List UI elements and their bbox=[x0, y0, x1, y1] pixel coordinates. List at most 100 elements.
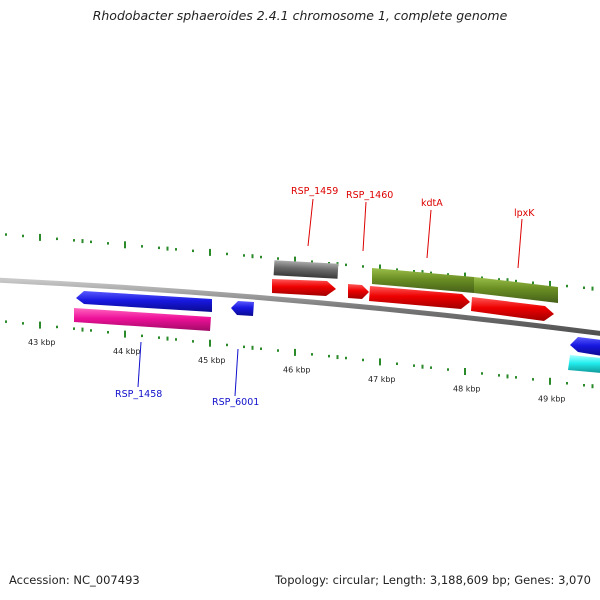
upper-tick-mark bbox=[566, 284, 568, 288]
label-rsp-6001[interactable]: RSP_6001 bbox=[212, 397, 259, 408]
leader-lpxk bbox=[517, 218, 523, 269]
upper-tick-mark bbox=[430, 271, 432, 275]
lower-tick-mark bbox=[430, 366, 432, 369]
upper-tick-mark bbox=[447, 273, 449, 276]
lower-tick-mark bbox=[260, 347, 262, 350]
upper-tick-mark bbox=[175, 248, 177, 251]
kbp-tick-label: 48 kbp bbox=[453, 385, 481, 394]
lower-tick-mark bbox=[532, 378, 534, 381]
lower-tick-mark bbox=[311, 353, 313, 356]
gene-edge-blue-arrow[interactable] bbox=[570, 337, 600, 356]
upper-tick-mark bbox=[396, 268, 398, 271]
lower-tick-mark bbox=[90, 329, 92, 332]
upper-tick-mark bbox=[243, 254, 245, 257]
lower-tick-mark bbox=[413, 364, 415, 367]
leader-rsp-1460 bbox=[362, 201, 367, 252]
lower-tick-mark bbox=[141, 334, 143, 338]
lower-tick-mark bbox=[158, 336, 160, 339]
upper-tick-mark bbox=[124, 241, 126, 249]
gene-rsp-1460-arrow[interactable] bbox=[348, 284, 369, 299]
gene-rsp-1458-arrow[interactable] bbox=[76, 291, 212, 312]
label-lpxk[interactable]: lpxK bbox=[514, 208, 535, 219]
lower-tick-mark bbox=[73, 327, 75, 330]
lower-tick-mark bbox=[277, 349, 279, 352]
cds-rsp-1459-arrow[interactable] bbox=[272, 279, 336, 296]
upper-tick-mark bbox=[226, 252, 228, 256]
lower-tick-mark bbox=[549, 377, 551, 385]
upper-tick-mark bbox=[209, 248, 211, 256]
lower-tick-mark bbox=[209, 339, 211, 347]
upper-tick-mark bbox=[532, 281, 534, 284]
label-kdta[interactable]: kdtA bbox=[421, 198, 443, 209]
upper-tick-mark bbox=[56, 237, 58, 241]
cds-lpxk-arrow[interactable] bbox=[471, 297, 554, 321]
upper-tick-mark bbox=[158, 246, 160, 250]
label-rsp-1459[interactable]: RSP_1459 bbox=[291, 186, 338, 197]
upper-tick-mark bbox=[166, 246, 169, 251]
upper-tick-mark bbox=[515, 279, 517, 283]
lower-tick-mark bbox=[107, 331, 109, 334]
lower-tick-mark bbox=[447, 368, 449, 371]
upper-tick-mark bbox=[251, 254, 254, 259]
cds-kdta-arrow[interactable] bbox=[369, 286, 470, 309]
kbp-tick-label: 44 kbp bbox=[113, 347, 141, 356]
gene-edge-cyan-bar[interactable] bbox=[568, 355, 600, 373]
upper-tick-mark bbox=[260, 255, 262, 259]
upper-tick-mark bbox=[192, 249, 194, 253]
lower-tick-mark bbox=[166, 336, 169, 341]
lower-tick-mark bbox=[226, 343, 228, 347]
upper-tick-mark bbox=[73, 239, 75, 242]
upper-tick-mark bbox=[39, 233, 41, 241]
lower-tick-mark bbox=[328, 354, 330, 358]
lower-tick-mark bbox=[498, 374, 500, 377]
accession-text: Accession: NC_007493 bbox=[9, 573, 140, 587]
lower-tick-mark bbox=[506, 374, 509, 379]
lower-tick-mark bbox=[56, 325, 58, 329]
cds-rsp-1458-bar[interactable] bbox=[74, 308, 211, 331]
lower-tick-mark bbox=[175, 338, 177, 341]
lower-tick-mark bbox=[251, 345, 254, 350]
lower-tick-mark bbox=[243, 345, 245, 349]
lower-tick-mark bbox=[396, 362, 398, 365]
gene-rsp-1459-bar[interactable] bbox=[273, 260, 339, 279]
lower-tick-mark bbox=[515, 376, 517, 379]
gene-rsp-6001-arrow[interactable] bbox=[231, 301, 254, 316]
upper-tick-mark bbox=[413, 270, 415, 273]
lower-tick-mark bbox=[379, 358, 381, 366]
upper-tick-mark bbox=[481, 276, 483, 279]
lower-tick-mark bbox=[591, 384, 594, 389]
lower-tick-mark bbox=[345, 356, 347, 360]
lower-tick-mark bbox=[583, 384, 585, 387]
upper-tick-mark bbox=[81, 239, 84, 244]
label-rsp-1460[interactable]: RSP_1460 bbox=[346, 190, 393, 201]
upper-tick-mark bbox=[549, 280, 551, 288]
kbp-tick-label: 49 kbp bbox=[538, 394, 566, 403]
genome-summary-text: Topology: circular; Length: 3,188,609 bp… bbox=[275, 573, 591, 587]
upper-tick-mark bbox=[464, 272, 466, 280]
gene-lpxk-bar[interactable] bbox=[474, 277, 558, 303]
kbp-tick-label: 43 kbp bbox=[28, 338, 56, 347]
leader-rsp-1458 bbox=[137, 341, 142, 388]
lower-tick-mark bbox=[22, 322, 24, 325]
kbp-tick-label: 45 kbp bbox=[198, 356, 226, 365]
lower-tick-mark bbox=[192, 340, 194, 343]
upper-tick-track bbox=[5, 233, 594, 291]
upper-tick-mark bbox=[328, 262, 330, 265]
lower-tick-mark bbox=[81, 327, 84, 332]
upper-tick-mark bbox=[591, 286, 594, 291]
upper-tick-mark bbox=[22, 234, 24, 238]
kbp-tick-label: 47 kbp bbox=[368, 375, 396, 384]
upper-tick-mark bbox=[141, 245, 143, 248]
upper-tick-mark bbox=[362, 265, 364, 268]
lower-tick-mark bbox=[421, 364, 424, 369]
lower-tick-mark bbox=[336, 355, 339, 360]
leader-rsp-1459 bbox=[307, 198, 314, 247]
gene-kdta-bar[interactable] bbox=[372, 268, 474, 293]
upper-tick-mark bbox=[345, 263, 347, 267]
lower-tick-mark bbox=[124, 330, 126, 338]
lower-tick-mark bbox=[294, 348, 296, 356]
upper-tick-mark bbox=[90, 240, 92, 244]
label-rsp-1458[interactable]: RSP_1458 bbox=[115, 389, 162, 400]
upper-tick-mark bbox=[294, 256, 296, 264]
